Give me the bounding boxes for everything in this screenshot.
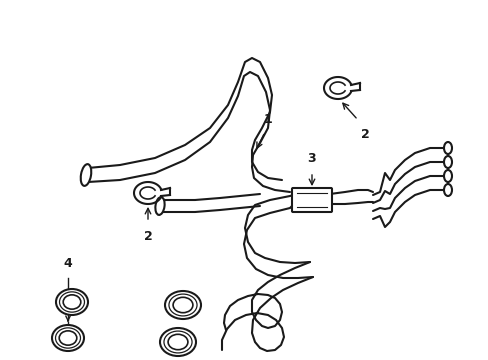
Ellipse shape (443, 142, 451, 154)
Ellipse shape (169, 294, 197, 316)
Ellipse shape (81, 164, 91, 186)
Ellipse shape (173, 297, 192, 313)
Ellipse shape (164, 291, 201, 319)
Ellipse shape (443, 170, 451, 182)
Ellipse shape (443, 156, 451, 168)
Ellipse shape (443, 184, 451, 196)
Ellipse shape (155, 197, 164, 215)
Ellipse shape (60, 292, 84, 312)
Text: 3: 3 (307, 152, 316, 165)
Text: 4: 4 (63, 257, 72, 270)
Ellipse shape (52, 325, 84, 351)
Text: 1: 1 (263, 113, 272, 126)
Text: 2: 2 (143, 230, 152, 243)
Ellipse shape (160, 328, 196, 356)
FancyBboxPatch shape (291, 188, 331, 212)
Ellipse shape (163, 331, 192, 353)
Ellipse shape (168, 334, 187, 350)
Ellipse shape (63, 295, 81, 309)
Ellipse shape (56, 289, 88, 315)
Text: 2: 2 (360, 128, 368, 141)
Ellipse shape (59, 331, 77, 345)
Ellipse shape (56, 328, 81, 348)
